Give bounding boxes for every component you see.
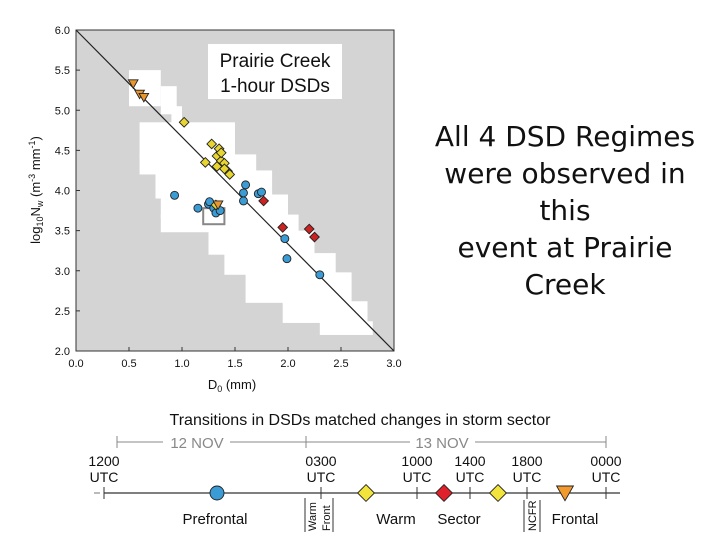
triangle-down-point [138,92,150,103]
triangle-down-point [127,79,139,90]
date-range-13-nov: 13 NOV [305,435,607,452]
diamond-point [309,231,320,243]
headline-line-3: event at Prairie Creek [457,231,673,301]
highlight-cell [224,253,336,275]
y-tick-label: 5.5 [55,65,70,77]
y-axis-label: log10Nw (m-3 mm-1) [27,136,45,244]
timeline-marker-diamond [356,483,376,503]
date-label-13-nov: 13 NOV [415,435,468,452]
title-backdrop [208,44,342,99]
x-tick-label: 0.0 [68,358,83,370]
regime-label-warm: Warm [376,511,415,528]
y-tick-label: 4.0 [55,186,70,198]
diamond-point [199,156,211,168]
time-label-utc: UTC [456,469,485,485]
reference-line [75,29,395,352]
regime-label-prefrontal: Prefrontal [182,511,247,528]
x-tick-label: 0.5 [121,358,136,370]
diamond-point [303,223,315,235]
y-tick-label: 5.0 [55,105,70,117]
diamond-point [211,160,223,172]
x-axis-ticks: 0.0 0.5 1.0 1.5 2.0 2.5 3.0 [68,347,402,370]
diamond-point [178,116,190,128]
highlight-cell [171,106,182,135]
time-label-hour: 1400 [454,453,485,469]
time-labels: 1200UTC0300UTC1000UTC1400UTC1800UTC0000U… [88,453,621,485]
time-label-utc: UTC [90,469,119,485]
time-label-utc: UTC [307,469,336,485]
circle-point [170,190,180,200]
timeline-marker-diamond [434,483,454,503]
ncfr-text: NCFR [527,500,539,531]
timeline-title: Transitions in DSDs matched changes in s… [170,412,552,429]
diamond-point [258,195,270,207]
headline-line-1: All 4 DSD Regimes [434,120,696,153]
diamond-point [277,221,289,233]
headline-line-2: were observed in this [444,157,686,227]
circle-point [239,196,248,206]
time-label-hour: 0000 [590,453,621,469]
headline: All 4 DSD Regimes were observed in this … [420,118,710,303]
x-tick-label: 1.5 [227,358,242,370]
regime-label-frontal: Frontal [552,511,599,528]
regime-label-sector: Sector [437,511,480,528]
y-tick-label: 3.0 [55,266,70,278]
y-tick-label: 2.0 [55,346,70,358]
time-label-utc: UTC [403,469,432,485]
warm-front-line-1: Warm [307,502,319,531]
title-line-1: Prairie Creek [220,51,331,72]
diamond-point [206,138,218,150]
regime-markers [209,483,575,503]
circle-point [282,254,292,264]
timeline-marker-diamond [488,483,508,503]
time-label-utc: UTC [513,469,542,485]
chart-title: Prairie Creek 1-hour DSDs [208,44,342,99]
data-points [127,79,325,280]
x-tick-label: 3.0 [386,358,401,370]
y-tick-label: 2.5 [55,306,70,318]
circle-point [257,187,266,197]
time-label-hour: 1000 [401,453,432,469]
circle-point [280,234,290,244]
diamond-point [218,163,230,175]
title-line-2: 1-hour DSDs [220,76,330,97]
highlight-cell [245,272,352,303]
regime-label-warm-front: Warm Front [304,498,334,532]
circle-point [193,203,203,213]
diamond-point [224,169,236,180]
y-tick-label: 4.5 [55,145,70,157]
timeline-marker-triangle-down [555,485,575,502]
date-range-12-nov: 12 NOV [116,435,306,452]
circle-point [239,188,248,198]
x-axis-label: D0 (mm) [208,377,256,394]
time-label-hour: 1800 [511,453,542,469]
timeline-marker-circle [209,485,225,501]
time-label-utc: UTC [592,469,621,485]
regime-label-ncfr: NCFR [523,500,541,532]
time-label-hour: 1200 [88,453,119,469]
circle-point [241,180,251,190]
highlight-cell [208,230,315,255]
x-tick-label: 2.0 [280,358,295,370]
x-tick-label: 1.0 [174,358,189,370]
timeline-ticks [103,487,607,499]
highlight-cell [160,214,299,233]
diamond-point [215,147,227,159]
highlight-cell [319,321,373,335]
y-tick-label: 3.5 [55,226,70,238]
highlight-cell [282,301,368,323]
warm-front-line-2: Front [321,505,333,531]
triangle-down-point [212,200,224,211]
circle-point [315,270,325,280]
y-axis-ticks: 2.0 2.5 3.0 3.5 4.0 4.5 5.0 5.5 6.0 [55,25,80,358]
date-label-12-nov: 12 NOV [170,435,223,452]
time-label-hour: 0300 [305,453,336,469]
x-tick-label: 2.5 [333,358,348,370]
y-tick-label: 6.0 [55,25,70,37]
